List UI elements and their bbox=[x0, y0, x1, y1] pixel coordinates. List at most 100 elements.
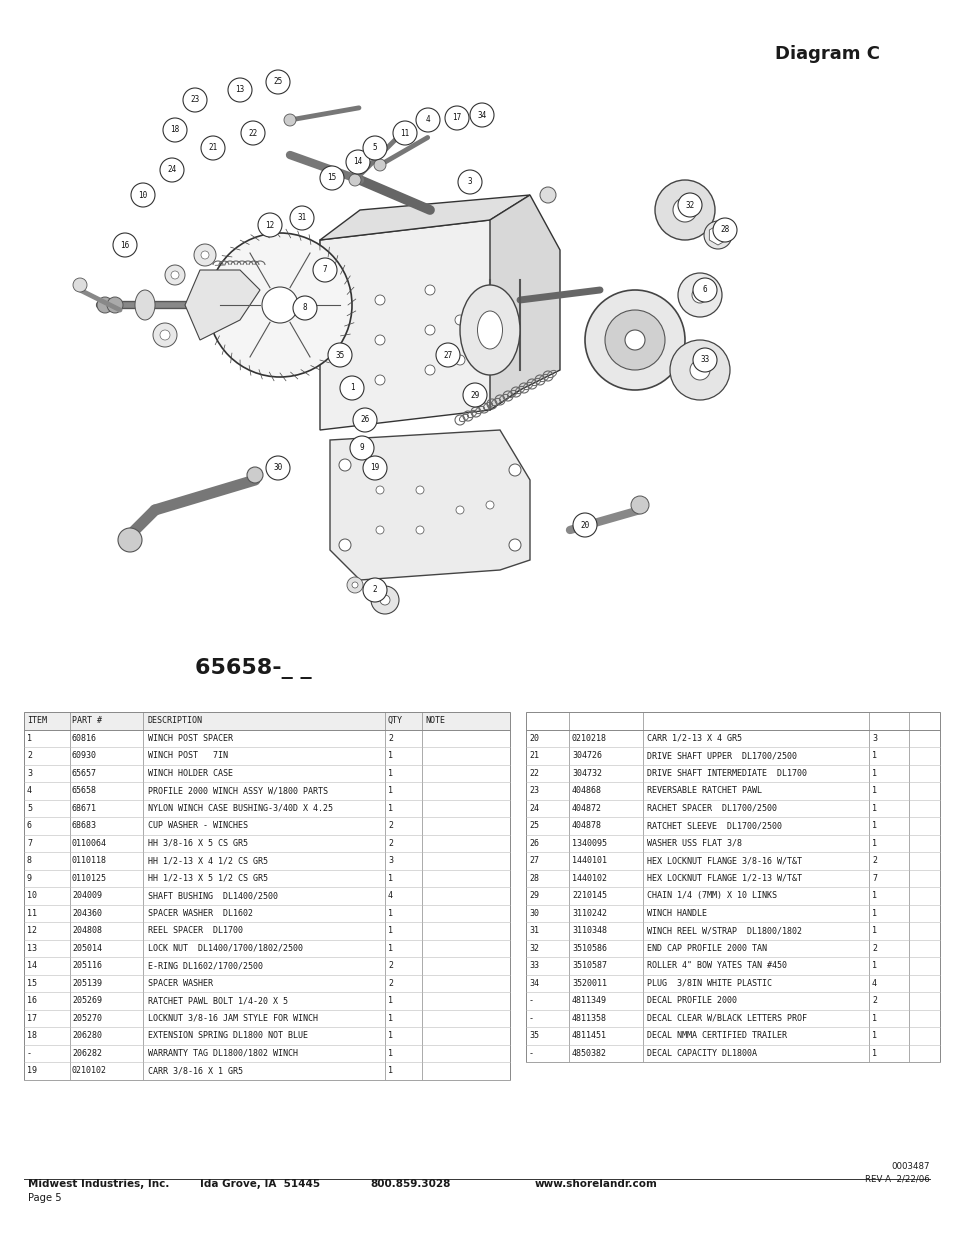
Text: DECAL PROFILE 2000: DECAL PROFILE 2000 bbox=[646, 997, 737, 1005]
Circle shape bbox=[689, 359, 709, 380]
Text: 205014: 205014 bbox=[71, 944, 102, 952]
Text: WINCH POST SPACER: WINCH POST SPACER bbox=[148, 734, 233, 742]
Text: DECAL CLEAR W/BLACK LETTERS PROF: DECAL CLEAR W/BLACK LETTERS PROF bbox=[646, 1014, 806, 1023]
Text: -: - bbox=[529, 997, 534, 1005]
Text: 2: 2 bbox=[373, 585, 377, 594]
Circle shape bbox=[363, 456, 387, 480]
Text: 1: 1 bbox=[27, 734, 32, 742]
Polygon shape bbox=[319, 195, 530, 240]
Text: 1: 1 bbox=[388, 997, 393, 1005]
Text: 32: 32 bbox=[529, 944, 538, 952]
Text: 11: 11 bbox=[27, 909, 37, 918]
Text: 8: 8 bbox=[27, 856, 32, 866]
Polygon shape bbox=[330, 430, 530, 580]
Text: NYLON WINCH CASE BUSHING-3/40D X 4.25: NYLON WINCH CASE BUSHING-3/40D X 4.25 bbox=[148, 804, 333, 813]
Text: 22: 22 bbox=[529, 768, 538, 778]
Circle shape bbox=[284, 114, 295, 126]
Text: CHAIN 1/4 (7MM) X 10 LINKS: CHAIN 1/4 (7MM) X 10 LINKS bbox=[646, 892, 776, 900]
Text: 4: 4 bbox=[425, 116, 430, 125]
Circle shape bbox=[416, 526, 423, 534]
Text: 1: 1 bbox=[350, 384, 354, 393]
Circle shape bbox=[672, 198, 697, 222]
Text: 19: 19 bbox=[27, 1066, 37, 1076]
Text: 0110118: 0110118 bbox=[71, 856, 107, 866]
Text: 1: 1 bbox=[388, 768, 393, 778]
Text: 1: 1 bbox=[388, 944, 393, 952]
Text: 1: 1 bbox=[871, 821, 876, 830]
Text: -: - bbox=[529, 1014, 534, 1023]
Text: 2: 2 bbox=[871, 856, 876, 866]
Circle shape bbox=[456, 506, 463, 514]
Text: -: - bbox=[27, 1049, 32, 1057]
Circle shape bbox=[669, 340, 729, 400]
Text: HEX LOCKNUT FLANGE 3/8-16 W/T&T: HEX LOCKNUT FLANGE 3/8-16 W/T&T bbox=[646, 856, 801, 866]
Text: 15: 15 bbox=[27, 979, 37, 988]
Text: 29: 29 bbox=[529, 892, 538, 900]
Text: 304732: 304732 bbox=[572, 768, 601, 778]
Text: CARR 1/2-13 X 4 GR5: CARR 1/2-13 X 4 GR5 bbox=[646, 734, 741, 742]
Text: 17: 17 bbox=[27, 1014, 37, 1023]
Circle shape bbox=[262, 287, 297, 324]
Circle shape bbox=[655, 180, 714, 240]
Text: 2210145: 2210145 bbox=[572, 892, 606, 900]
Circle shape bbox=[107, 296, 123, 312]
Text: 1: 1 bbox=[388, 909, 393, 918]
Text: 24: 24 bbox=[167, 165, 176, 174]
Text: CUP WASHER - WINCHES: CUP WASHER - WINCHES bbox=[148, 821, 248, 830]
Circle shape bbox=[338, 459, 351, 471]
Text: 205139: 205139 bbox=[71, 979, 102, 988]
Text: 21: 21 bbox=[529, 751, 538, 761]
Text: 1: 1 bbox=[388, 873, 393, 883]
Text: 2: 2 bbox=[388, 961, 393, 971]
Text: 1: 1 bbox=[388, 926, 393, 935]
Bar bbox=[525, 713, 939, 1062]
Text: 1: 1 bbox=[388, 751, 393, 761]
Circle shape bbox=[375, 295, 385, 305]
Circle shape bbox=[375, 335, 385, 345]
Text: 30: 30 bbox=[274, 463, 282, 473]
Circle shape bbox=[678, 193, 701, 217]
Text: 9: 9 bbox=[27, 873, 32, 883]
Text: 34: 34 bbox=[529, 979, 538, 988]
Text: WASHER USS FLAT 3/8: WASHER USS FLAT 3/8 bbox=[646, 839, 741, 847]
Text: 30: 30 bbox=[529, 909, 538, 918]
Polygon shape bbox=[709, 225, 726, 245]
Text: 1: 1 bbox=[871, 892, 876, 900]
Text: 6: 6 bbox=[27, 821, 32, 830]
Circle shape bbox=[470, 103, 494, 127]
Bar bbox=[24, 713, 510, 730]
Text: 65657: 65657 bbox=[71, 768, 97, 778]
Circle shape bbox=[339, 375, 364, 400]
Circle shape bbox=[201, 251, 209, 259]
Text: 4: 4 bbox=[871, 979, 876, 988]
Circle shape bbox=[363, 136, 387, 161]
Text: 35: 35 bbox=[335, 351, 344, 359]
Text: 10: 10 bbox=[27, 892, 37, 900]
Text: 1: 1 bbox=[871, 839, 876, 847]
Text: RATCHET PAWL BOLT 1/4-20 X 5: RATCHET PAWL BOLT 1/4-20 X 5 bbox=[148, 997, 288, 1005]
Text: 18: 18 bbox=[27, 1031, 37, 1040]
Text: 1: 1 bbox=[388, 1031, 393, 1040]
Circle shape bbox=[573, 513, 597, 537]
Text: END CAP PROFILE 2000 TAN: END CAP PROFILE 2000 TAN bbox=[646, 944, 766, 952]
Text: 204808: 204808 bbox=[71, 926, 102, 935]
Text: 65658: 65658 bbox=[71, 787, 97, 795]
Text: 31: 31 bbox=[297, 214, 306, 222]
Circle shape bbox=[455, 315, 464, 325]
Text: 2: 2 bbox=[27, 751, 32, 761]
Text: RACHET SPACER  DL1700/2500: RACHET SPACER DL1700/2500 bbox=[646, 804, 776, 813]
Text: 35: 35 bbox=[529, 1031, 538, 1040]
Text: WINCH HANDLE: WINCH HANDLE bbox=[646, 909, 706, 918]
Circle shape bbox=[353, 408, 376, 432]
Text: 3: 3 bbox=[388, 856, 393, 866]
Text: 23: 23 bbox=[191, 95, 199, 105]
Text: -: - bbox=[529, 1049, 534, 1057]
Circle shape bbox=[257, 212, 282, 237]
Text: DECAL NMMA CERTIFIED TRAILER: DECAL NMMA CERTIFIED TRAILER bbox=[646, 1031, 786, 1040]
Text: 1: 1 bbox=[871, 751, 876, 761]
Circle shape bbox=[363, 578, 387, 601]
Circle shape bbox=[678, 273, 721, 317]
Text: RATCHET SLEEVE  DL1700/2500: RATCHET SLEEVE DL1700/2500 bbox=[646, 821, 781, 830]
Circle shape bbox=[293, 296, 316, 320]
Text: 2: 2 bbox=[871, 944, 876, 952]
